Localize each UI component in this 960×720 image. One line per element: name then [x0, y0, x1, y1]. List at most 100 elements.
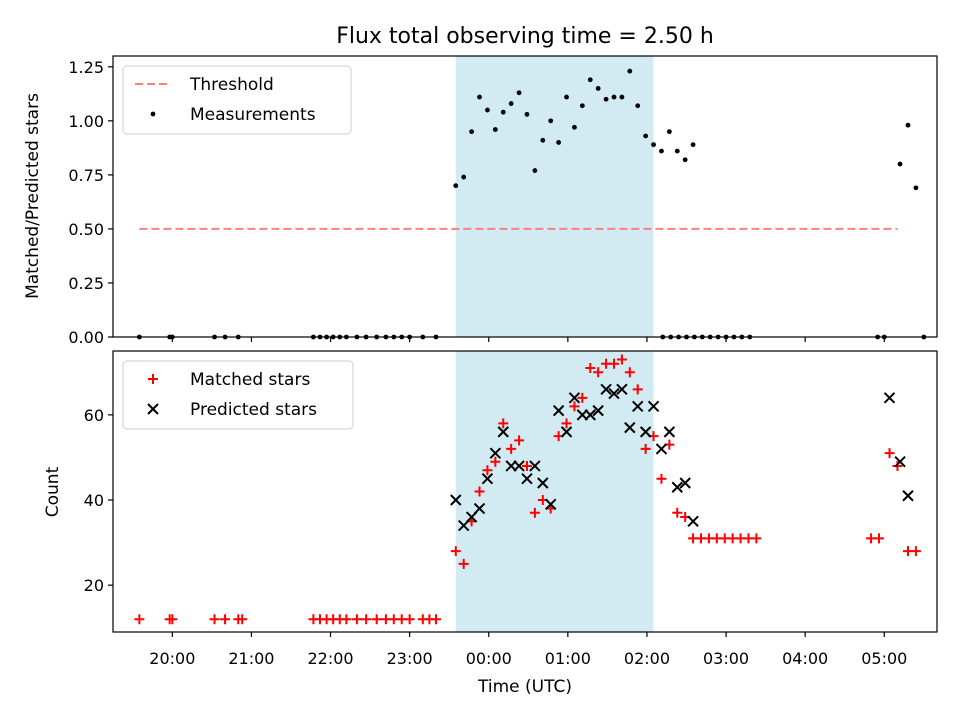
data-point [655, 443, 668, 455]
data-point [556, 140, 562, 145]
data-point [537, 477, 549, 489]
data-point [611, 94, 617, 100]
data-point [552, 404, 565, 417]
data-point [902, 490, 914, 502]
data-point [674, 148, 680, 154]
data-point [690, 142, 696, 148]
legend-label: Measurements [190, 105, 316, 125]
data-point [500, 109, 506, 115]
data-point [679, 477, 691, 489]
data-point [485, 107, 490, 113]
legend-box [122, 65, 352, 135]
data-point [873, 533, 884, 544]
data-point [663, 426, 676, 438]
data-point [639, 426, 652, 438]
data-point [572, 124, 577, 130]
series-x [450, 383, 914, 532]
x-axis: 20:00 21:00 22:00 23:00 00:00 01:00 02:00 03:00… [149, 649, 907, 668]
data-point [237, 614, 248, 625]
legend-box [122, 360, 354, 430]
x-tick-label: 21:00 [228, 649, 274, 668]
data-point [134, 614, 145, 625]
data-point [913, 185, 919, 191]
data-point [595, 86, 601, 91]
data-point [616, 383, 628, 396]
legend-marker-swatch [148, 374, 158, 384]
y-tick-label: 40 [84, 491, 104, 510]
data-point [469, 129, 475, 135]
data-point [627, 68, 633, 74]
data-point [603, 96, 609, 102]
data-point [671, 481, 683, 493]
data-point [643, 133, 649, 139]
y-tick-label: 0.50 [68, 220, 104, 239]
data-point [540, 137, 546, 143]
data-point [564, 94, 569, 100]
data-point [529, 507, 540, 518]
data-point [490, 456, 501, 467]
legend-marker-swatch [150, 111, 156, 117]
data-point [545, 498, 557, 510]
data-point [461, 174, 467, 180]
data-point [651, 142, 656, 148]
data-point [584, 409, 596, 421]
chart-title: Flux total observing time = 2.50 h [336, 24, 714, 49]
data-point [450, 546, 461, 557]
data-point [477, 94, 482, 100]
data-point [492, 127, 498, 132]
data-point [560, 426, 573, 438]
y-tick-label: 0.25 [68, 274, 104, 293]
data-point [666, 129, 672, 135]
data-point [569, 401, 580, 412]
data-point [579, 103, 585, 109]
x-tick-label: 03:00 [703, 649, 749, 668]
y-axis-label-bottom: Count [43, 466, 63, 517]
data-point [632, 400, 644, 413]
data-point [489, 447, 502, 459]
data-point [341, 614, 352, 625]
data-point [635, 103, 641, 109]
data-point [894, 455, 906, 468]
data-point [167, 614, 178, 625]
legend-label: Threshold [189, 75, 274, 95]
data-point [608, 358, 619, 369]
data-point [498, 418, 509, 429]
legend-label: Predicted stars [190, 400, 317, 420]
data-point [585, 363, 596, 374]
data-point [513, 460, 525, 472]
data-point [361, 614, 372, 625]
data-point [404, 614, 415, 625]
y-tick-label: 1.25 [68, 58, 104, 77]
data-point [616, 354, 627, 365]
data-point [431, 614, 442, 625]
data-point [640, 443, 651, 454]
data-point [351, 614, 362, 625]
data-point [529, 460, 541, 472]
x-axis-label: Time (UTC) [477, 677, 572, 697]
data-point [521, 460, 532, 471]
x-tick-label: 05:00 [861, 649, 907, 668]
data-point [516, 90, 522, 96]
legend-label: Matched stars [190, 370, 310, 390]
data-point [548, 118, 554, 124]
x-tick-label: 02:00 [624, 649, 670, 668]
data-point [473, 502, 486, 515]
y-tick-label: 60 [84, 406, 104, 425]
data-point [892, 460, 903, 471]
star-count-panel: 20 40 60 Matched stars Predicted stars [84, 350, 938, 637]
data-point [481, 473, 494, 485]
data-point [883, 392, 896, 404]
data-point [905, 122, 911, 128]
data-point [884, 448, 895, 459]
data-point [682, 157, 688, 163]
data-point [458, 558, 469, 569]
x-tick-label: 04:00 [782, 649, 828, 668]
observing-span-shade [455, 56, 654, 337]
series-plus [134, 354, 921, 625]
data-point [687, 515, 699, 528]
data-point [608, 387, 620, 400]
axes-frame [112, 55, 938, 338]
data-point [220, 614, 231, 625]
y-tick-label: 1.00 [68, 112, 104, 131]
data-point [672, 507, 683, 518]
